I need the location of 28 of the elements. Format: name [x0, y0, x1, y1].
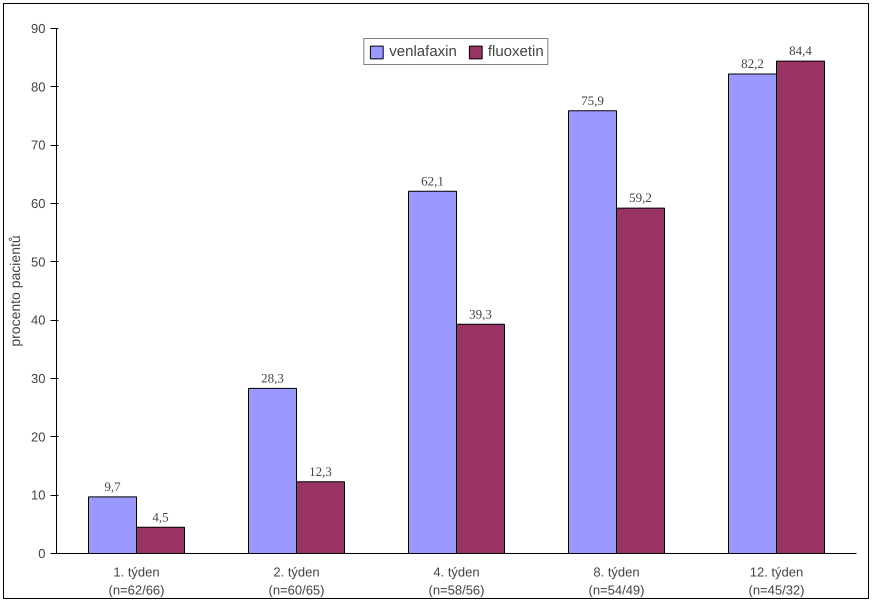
x-tick-label: 12. týden (n=45/32)	[748, 564, 805, 598]
y-axis-title: procento pacientů	[7, 235, 24, 347]
x-tick-label: 2. týden (n=60/65)	[268, 564, 325, 598]
data-label: 28,3	[261, 370, 284, 386]
data-label: 82,2	[741, 56, 764, 71]
data-label: 84,4	[789, 43, 812, 58]
x-tick-label: 8. týden (n=54/49)	[588, 564, 645, 598]
data-label: 4,5	[152, 509, 169, 524]
y-tick-label: 0	[38, 546, 46, 561]
x-tick-label: 1. týden (n=62/66)	[108, 564, 165, 598]
y-tick-label: 10	[31, 488, 46, 503]
y-tick-label: 20	[31, 429, 46, 444]
data-label: 12,3	[309, 464, 332, 479]
data-label: 62,1	[421, 173, 444, 188]
x-tick-label: 4. týden (n=58/56)	[428, 564, 485, 598]
data-label: 9,7	[104, 478, 122, 494]
y-tick-label: 30	[31, 371, 46, 386]
legend-label: fluoxetin	[488, 43, 544, 60]
y-tick-label: 80	[31, 79, 46, 94]
y-tick-label: 50	[31, 254, 46, 270]
legend-label: venlafaxin	[389, 43, 457, 60]
y-tick-label: 90	[31, 21, 46, 36]
y-tick-label: 40	[31, 312, 46, 328]
y-tick-label: 60	[31, 196, 46, 211]
data-label: 75,9	[581, 92, 604, 108]
y-tick-label: 70	[31, 138, 46, 153]
data-label: 59,2	[629, 190, 652, 206]
data-label: 39,3	[469, 306, 492, 322]
